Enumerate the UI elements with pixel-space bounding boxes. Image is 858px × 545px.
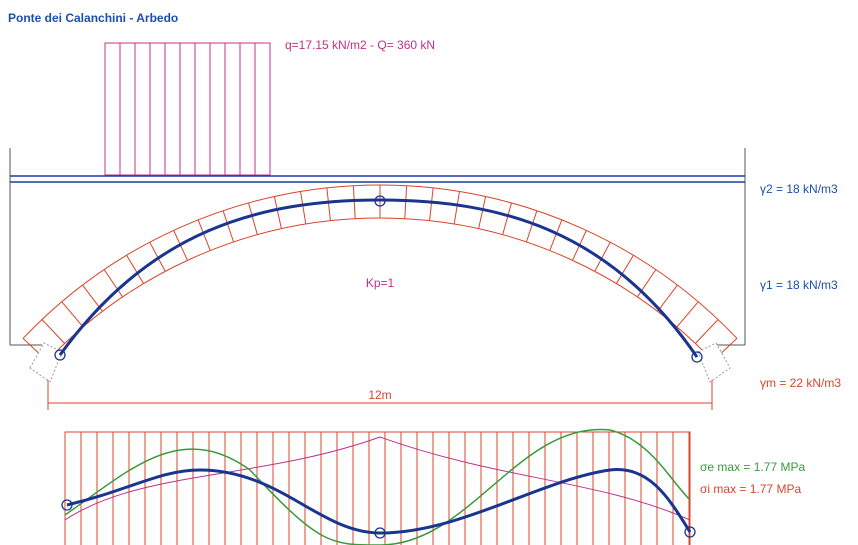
voussoir-joint xyxy=(62,302,83,327)
voussoir-joint xyxy=(637,270,656,297)
voussoir-joint xyxy=(503,203,512,235)
voussoir-joint xyxy=(300,191,305,224)
voussoir-joint xyxy=(677,302,698,327)
stress-ext-label: σe max = 1.77 MPa xyxy=(700,460,805,474)
gamma2-label: γ2 = 18 kN/m3 xyxy=(760,182,838,196)
walls xyxy=(10,148,745,345)
voussoir-joint xyxy=(658,285,678,311)
voussoir-joint xyxy=(327,188,331,221)
load-label: q=17.15 kN/m2 - Q= 360 kN xyxy=(285,38,435,52)
load-outline xyxy=(105,43,270,175)
bridge-diagram: Ponte dei Calanchini - Arbedo q=17.15 kN… xyxy=(0,0,858,545)
gamma1-label: γ1 = 18 kN/m3 xyxy=(760,278,838,292)
load-block xyxy=(105,43,270,175)
voussoir-joint xyxy=(526,211,537,242)
voussoir-joint xyxy=(274,196,281,228)
voussoir-joint xyxy=(454,191,459,224)
title: Ponte dei Calanchini - Arbedo xyxy=(8,11,178,25)
gammam-label: γm = 22 kN/m3 xyxy=(760,376,841,390)
voussoir-joint xyxy=(353,186,355,219)
voussoir-joint xyxy=(405,186,407,219)
voussoir-joint xyxy=(42,320,65,344)
voussoir-joint xyxy=(479,196,486,228)
voussoir-joint xyxy=(249,203,258,235)
arch xyxy=(23,185,737,361)
stress-int-label: σi max = 1.77 MPa xyxy=(700,482,801,496)
voussoir-joint xyxy=(430,188,434,221)
abutments xyxy=(30,343,730,382)
stress-curve xyxy=(65,437,690,520)
span-label: 12m xyxy=(368,388,391,402)
kp-label: Kp=1 xyxy=(366,276,395,290)
voussoir-joint xyxy=(695,320,718,344)
voussoir-joint xyxy=(223,211,234,242)
voussoir-joint xyxy=(616,255,633,283)
stress-curve xyxy=(65,429,690,545)
stress-thrust xyxy=(67,470,690,533)
